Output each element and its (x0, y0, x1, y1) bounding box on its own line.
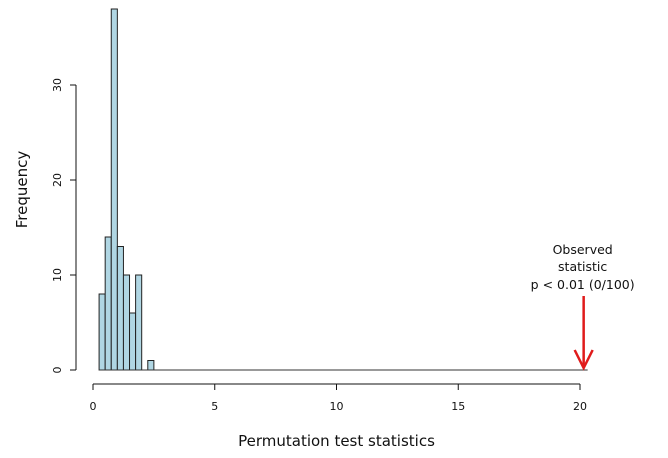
y-tick-label: 10 (51, 268, 64, 282)
histogram-bar (129, 312, 137, 371)
x-axis-title: Permutation test statistics (238, 432, 435, 450)
histogram-bar (104, 236, 112, 371)
histogram-bar (98, 293, 106, 371)
histogram-bar (110, 8, 118, 371)
x-tick-label: 0 (90, 400, 97, 413)
histogram-bar (135, 274, 143, 371)
observed-annotation: Observed statistic p < 0.01 (0/100) (531, 242, 635, 371)
y-tick-label: 20 (51, 173, 64, 187)
observed-label-line: Observed (553, 242, 613, 257)
histogram-bar (122, 274, 131, 371)
observed-arrow-head (573, 349, 594, 371)
histogram-bar (116, 246, 124, 371)
x-axis: 0 5 10 15 20 (90, 383, 587, 413)
histogram-bar (147, 360, 155, 371)
x-tick-label: 10 (330, 400, 344, 413)
observed-label-line: statistic (558, 259, 607, 274)
y-axis-title: Frequency (13, 151, 31, 229)
y-tick-label: 0 (51, 367, 64, 374)
x-tick-label: 15 (451, 400, 465, 413)
x-tick-label: 20 (573, 400, 587, 413)
observed-label-line: p < 0.01 (0/100) (531, 277, 635, 292)
x-tick-label: 5 (211, 400, 218, 413)
bars-group (98, 8, 155, 371)
y-tick-label: 30 (51, 78, 64, 92)
y-axis: 0 10 20 30 (51, 78, 77, 374)
